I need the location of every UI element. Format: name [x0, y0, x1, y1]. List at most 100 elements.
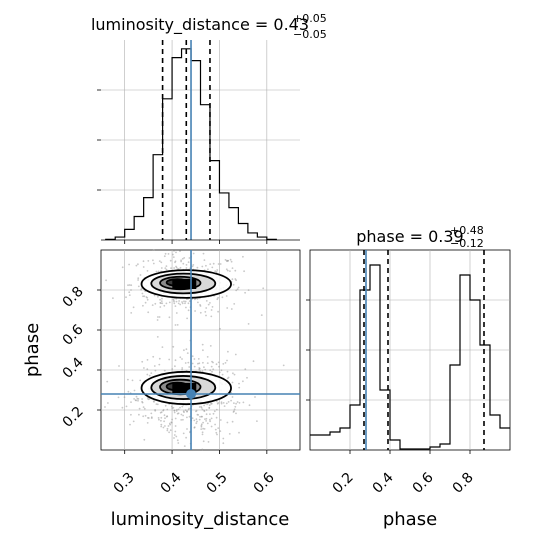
- scatter-point: [153, 401, 155, 403]
- scatter-point: [185, 348, 188, 351]
- scatter-point: [146, 298, 149, 301]
- scatter-point: [211, 370, 213, 373]
- scatter-point: [137, 277, 140, 280]
- scatter-point: [175, 251, 177, 254]
- scatter-point: [242, 380, 244, 383]
- scatter-point: [183, 257, 186, 259]
- scatter-point: [135, 399, 138, 402]
- y-tick-label: 0.8: [60, 284, 87, 311]
- scatter-point: [202, 421, 205, 424]
- scatter-point: [208, 404, 211, 407]
- scatter-point: [152, 259, 154, 262]
- panel-phase-histogram: phase = 0.39 +0.48 −0.12 0.2 0.4 0.6 0.8…: [306, 224, 511, 530]
- scatter-point: [215, 416, 218, 419]
- title-main: luminosity_distance = 0.43: [91, 15, 309, 35]
- scatter-point: [204, 368, 207, 371]
- scatter-point: [216, 298, 219, 301]
- scatter-point: [202, 361, 204, 364]
- scatter-point: [212, 361, 214, 364]
- scatter-point: [217, 427, 220, 429]
- scatter-point: [197, 362, 199, 365]
- title-sub: −0.12: [450, 237, 484, 250]
- scatter-point: [227, 350, 229, 353]
- scatter-point: [152, 355, 155, 358]
- scatter-point: [143, 438, 146, 441]
- scatter-point: [172, 345, 175, 348]
- scatter-point: [221, 296, 224, 299]
- scatter-point: [157, 270, 160, 273]
- scatter-point: [226, 421, 229, 424]
- y-axis-label: phase: [22, 323, 43, 377]
- histogram-luminosity-distance: [97, 40, 300, 244]
- scatter-point: [130, 401, 132, 403]
- scatter-point: [216, 402, 219, 405]
- scatter-point: [133, 389, 136, 392]
- scatter-point: [146, 368, 149, 371]
- scatter-point: [219, 430, 222, 432]
- scatter-point: [222, 437, 225, 440]
- scatter-point: [152, 249, 155, 252]
- scatter-point: [225, 402, 228, 405]
- scatter-point: [183, 300, 185, 303]
- scatter-point: [204, 311, 207, 313]
- scatter-point: [146, 270, 149, 272]
- scatter-point: [202, 427, 205, 430]
- scatter-point: [135, 395, 138, 398]
- scatter-point: [220, 401, 223, 404]
- scatter-point: [105, 279, 107, 282]
- scatter-point: [175, 300, 178, 303]
- scatter-point: [209, 302, 211, 304]
- x-tick-label: 0.6: [251, 470, 278, 497]
- scatter-point: [161, 302, 164, 305]
- scatter-point: [174, 430, 177, 433]
- scatter-point: [231, 267, 234, 269]
- scatter-point: [185, 264, 188, 266]
- scatter-point: [188, 366, 191, 368]
- scatter-point: [140, 287, 143, 290]
- x-tick-label: 0.5: [204, 470, 231, 497]
- scatter-point: [231, 396, 234, 398]
- scatter-point: [164, 267, 167, 269]
- scatter-point: [191, 362, 194, 365]
- scatter-point: [174, 324, 177, 326]
- scatter-point: [153, 365, 156, 367]
- scatter-point: [222, 363, 225, 365]
- scatter-point: [112, 297, 114, 299]
- scatter-point: [173, 302, 176, 305]
- scatter-point: [133, 398, 136, 400]
- contour-plot: [97, 249, 300, 454]
- scatter-point: [130, 284, 133, 287]
- scatter-point: [165, 268, 168, 271]
- scatter-point: [195, 422, 198, 425]
- scatter-point: [181, 367, 184, 369]
- scatter-point: [205, 420, 208, 422]
- scatter-point: [128, 284, 131, 286]
- scatter-point: [203, 404, 206, 407]
- x-tick-label: 0.2: [330, 470, 357, 497]
- scatter-point: [104, 406, 106, 408]
- scatter-point: [147, 311, 150, 314]
- scatter-point: [201, 448, 204, 451]
- scatter-point: [210, 425, 213, 428]
- scatter-point: [210, 315, 213, 318]
- scatter-point: [159, 298, 162, 301]
- scatter-point: [107, 402, 109, 404]
- scatter-point: [226, 377, 229, 380]
- scatter-point: [181, 301, 183, 303]
- scatter-point: [179, 406, 181, 409]
- scatter-point: [155, 403, 158, 405]
- scatter-point: [219, 263, 222, 265]
- scatter-point: [159, 411, 162, 414]
- scatter-point: [216, 269, 219, 271]
- scatter-point: [214, 428, 217, 431]
- scatter-point: [202, 440, 205, 443]
- scatter-point: [184, 302, 186, 305]
- scatter-point: [216, 433, 218, 436]
- scatter-point: [127, 284, 129, 287]
- scatter-point: [179, 356, 182, 359]
- scatter-point: [186, 428, 188, 430]
- scatter-point: [160, 416, 163, 419]
- scatter-point: [168, 316, 171, 319]
- scatter-point: [172, 253, 174, 256]
- scatter-point: [139, 379, 142, 382]
